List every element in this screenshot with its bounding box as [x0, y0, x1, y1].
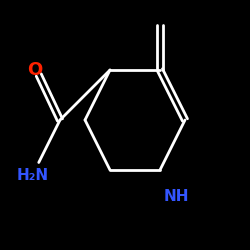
Text: H₂N: H₂N	[16, 168, 48, 182]
Text: O: O	[28, 61, 42, 79]
Text: NH: NH	[164, 189, 189, 204]
